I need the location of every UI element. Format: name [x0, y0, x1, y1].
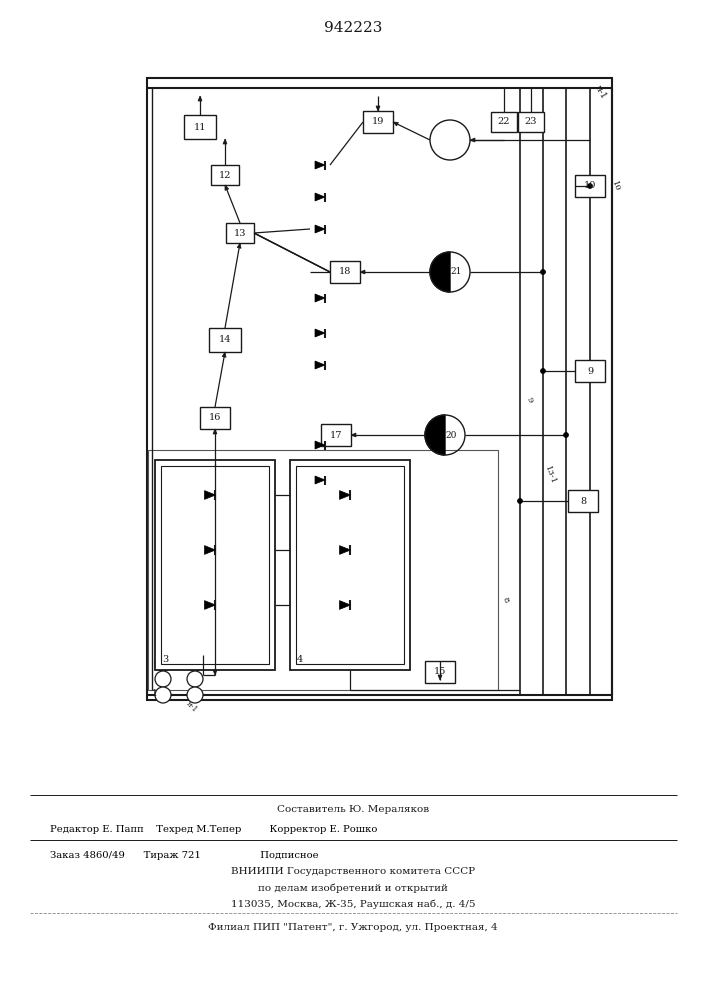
Circle shape — [155, 671, 171, 687]
Text: 15: 15 — [434, 668, 446, 676]
Polygon shape — [315, 193, 325, 201]
Polygon shape — [223, 139, 227, 144]
Text: 13: 13 — [234, 229, 246, 237]
Circle shape — [518, 498, 522, 504]
Bar — [321, 424, 351, 446]
Polygon shape — [315, 161, 325, 169]
Polygon shape — [315, 225, 325, 233]
Circle shape — [540, 368, 546, 373]
Text: Редактор Е. Папп    Техред М.Тепер         Корректор Е. Рошко: Редактор Е. Папп Техред М.Тепер Корректо… — [50, 826, 378, 834]
Text: 4: 4 — [297, 656, 303, 664]
Bar — [330, 261, 360, 283]
Polygon shape — [430, 252, 450, 292]
Polygon shape — [339, 491, 351, 499]
Polygon shape — [339, 601, 351, 609]
Bar — [226, 223, 254, 243]
Text: 18: 18 — [339, 267, 351, 276]
Bar — [363, 111, 393, 133]
Circle shape — [187, 687, 203, 703]
Polygon shape — [315, 329, 325, 337]
Text: 113035, Москва, Ж-35, Раушская наб., д. 4/5: 113035, Москва, Ж-35, Раушская наб., д. … — [230, 899, 475, 909]
Circle shape — [155, 687, 171, 703]
Polygon shape — [438, 675, 442, 680]
Bar — [211, 165, 239, 185]
Bar — [491, 112, 517, 132]
Text: 3: 3 — [162, 656, 168, 664]
Bar — [425, 661, 455, 683]
Polygon shape — [351, 433, 356, 437]
Text: Заказ 4860/49      Тираж 721                   Подписное: Заказ 4860/49 Тираж 721 Подписное — [50, 850, 319, 859]
Polygon shape — [237, 243, 241, 248]
Text: 19: 19 — [372, 117, 384, 126]
Text: 20: 20 — [445, 430, 457, 440]
Polygon shape — [315, 441, 325, 449]
Text: 12: 12 — [218, 170, 231, 180]
Text: 9: 9 — [587, 366, 593, 375]
Polygon shape — [315, 294, 325, 302]
Text: 14: 14 — [218, 336, 231, 344]
Circle shape — [155, 655, 171, 671]
Text: 10: 10 — [610, 180, 621, 192]
Polygon shape — [315, 476, 325, 484]
Text: 17: 17 — [329, 430, 342, 440]
Polygon shape — [213, 429, 217, 434]
Circle shape — [563, 432, 568, 438]
Bar — [161, 466, 269, 664]
Polygon shape — [470, 138, 475, 142]
Bar — [568, 490, 598, 512]
Text: 9: 9 — [525, 396, 534, 404]
Bar — [518, 112, 544, 132]
Polygon shape — [339, 546, 351, 554]
Text: 942223: 942223 — [324, 21, 382, 35]
Text: 1: 1 — [152, 688, 158, 698]
Text: 8: 8 — [580, 496, 586, 506]
Bar — [575, 175, 605, 197]
Text: 10: 10 — [584, 182, 596, 190]
Text: н-1: н-1 — [185, 700, 199, 714]
Polygon shape — [213, 670, 217, 675]
Polygon shape — [198, 96, 202, 101]
Bar — [184, 115, 216, 139]
Text: Филиал ПИП "Патент", г. Ужгород, ул. Проектная, 4: Филиал ПИП "Патент", г. Ужгород, ул. Про… — [208, 924, 498, 932]
Bar — [209, 328, 241, 352]
Bar — [296, 466, 404, 664]
Polygon shape — [222, 352, 226, 357]
Circle shape — [588, 184, 592, 188]
Circle shape — [187, 671, 203, 687]
Polygon shape — [393, 122, 398, 126]
Polygon shape — [204, 601, 216, 609]
Bar — [147, 78, 612, 700]
Polygon shape — [204, 491, 216, 499]
Polygon shape — [315, 361, 325, 369]
Circle shape — [187, 655, 203, 671]
Text: 8: 8 — [501, 596, 510, 604]
Text: 16: 16 — [209, 414, 221, 422]
Text: Составитель Ю. Мераляков: Составитель Ю. Мераляков — [277, 806, 429, 814]
Text: 23: 23 — [525, 117, 537, 126]
Text: 21: 21 — [450, 267, 462, 276]
Text: 11: 11 — [194, 122, 206, 131]
Circle shape — [430, 120, 470, 160]
Circle shape — [540, 269, 546, 274]
Text: н-1: н-1 — [593, 83, 609, 101]
Bar — [148, 450, 498, 690]
Polygon shape — [225, 185, 228, 190]
Bar — [575, 360, 605, 382]
Polygon shape — [376, 106, 380, 111]
Polygon shape — [425, 415, 445, 455]
Bar — [155, 460, 275, 670]
Bar — [290, 460, 410, 670]
Text: 22: 22 — [498, 117, 510, 126]
Text: 13-1: 13-1 — [543, 465, 557, 485]
Polygon shape — [204, 546, 216, 554]
Bar — [200, 407, 230, 429]
Text: ВНИИПИ Государственного комитета СССР: ВНИИПИ Государственного комитета СССР — [231, 867, 475, 876]
Polygon shape — [360, 270, 365, 274]
Text: по делам изобретений и открытий: по делам изобретений и открытий — [258, 883, 448, 893]
